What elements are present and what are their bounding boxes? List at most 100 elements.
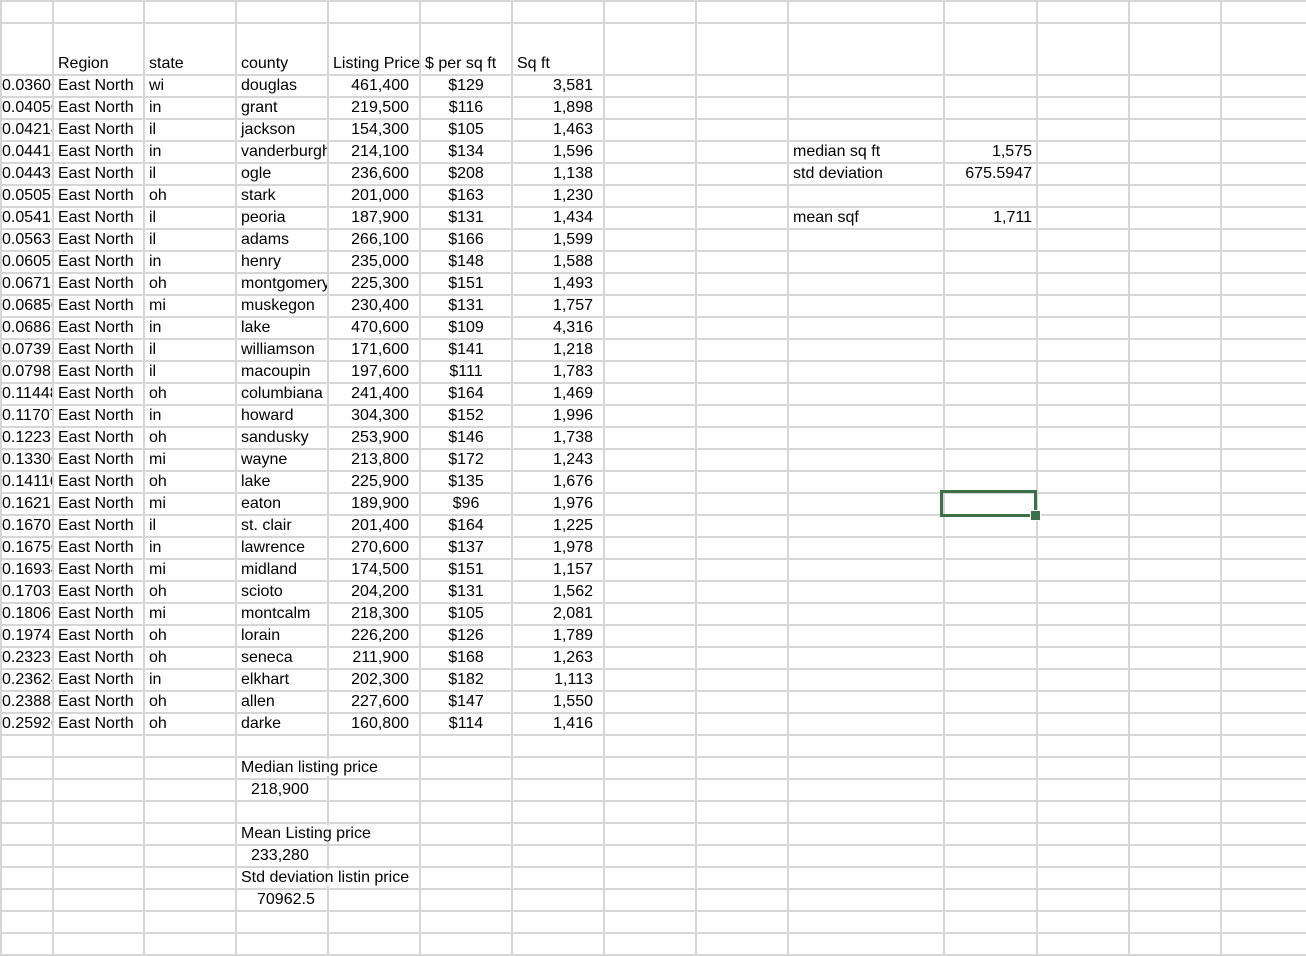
- cell-h[interactable]: [603, 404, 697, 428]
- cell-b[interactable]: East North: [52, 404, 145, 428]
- cell-f[interactable]: $172: [419, 448, 513, 472]
- cell-n[interactable]: [1220, 140, 1306, 164]
- cell-n[interactable]: [1220, 822, 1306, 846]
- cell-h[interactable]: [603, 294, 697, 318]
- cell-n[interactable]: [1220, 844, 1306, 868]
- cell-c[interactable]: [143, 888, 237, 912]
- cell-m[interactable]: [1128, 492, 1222, 516]
- cell-h[interactable]: [603, 272, 697, 296]
- cell-e[interactable]: 197,600: [327, 360, 421, 384]
- cell-a[interactable]: 0.040505: [0, 96, 54, 120]
- cell-e[interactable]: 270,600: [327, 536, 421, 560]
- cell-k[interactable]: [943, 712, 1038, 736]
- cell-l[interactable]: [1036, 448, 1130, 472]
- cell-g[interactable]: 1,218: [511, 338, 605, 362]
- cell-n[interactable]: [1220, 0, 1306, 24]
- cell-e[interactable]: 187,900: [327, 206, 421, 230]
- cell-g[interactable]: 1,138: [511, 162, 605, 186]
- cell-d[interactable]: lawrence: [235, 536, 329, 560]
- cell-l[interactable]: [1036, 162, 1130, 186]
- cell-n[interactable]: [1220, 184, 1306, 208]
- cell-c[interactable]: [143, 866, 237, 890]
- cell-k[interactable]: 675.5947: [943, 162, 1038, 186]
- cell-d[interactable]: peoria: [235, 206, 329, 230]
- cell-h[interactable]: [603, 668, 697, 692]
- cell-e[interactable]: [327, 778, 421, 802]
- cell-g[interactable]: 1,416: [511, 712, 605, 736]
- cell-e[interactable]: 202,300: [327, 668, 421, 692]
- cell-f[interactable]: $109: [419, 316, 513, 340]
- cell-j[interactable]: [787, 558, 945, 582]
- cell-d[interactable]: midland: [235, 558, 329, 582]
- cell-m[interactable]: [1128, 162, 1222, 186]
- cell-m[interactable]: [1128, 888, 1222, 912]
- cell-c[interactable]: mi: [143, 294, 237, 318]
- cell-b[interactable]: East North: [52, 514, 145, 538]
- cell-c[interactable]: oh: [143, 184, 237, 208]
- cell-m[interactable]: [1128, 646, 1222, 670]
- cell-i[interactable]: [695, 360, 789, 384]
- cell-i[interactable]: [695, 470, 789, 494]
- cell-g[interactable]: 1,596: [511, 140, 605, 164]
- cell-b[interactable]: East North: [52, 206, 145, 230]
- cell-l[interactable]: [1036, 602, 1130, 626]
- cell-f[interactable]: $135: [419, 470, 513, 494]
- cell-e[interactable]: 201,000: [327, 184, 421, 208]
- cell-j[interactable]: [787, 338, 945, 362]
- cell-c[interactable]: oh: [143, 690, 237, 714]
- cell-a[interactable]: 0.167078: [0, 514, 54, 538]
- cell-g[interactable]: [511, 800, 605, 824]
- cell-d[interactable]: [235, 910, 329, 934]
- cell-g[interactable]: 1,550: [511, 690, 605, 714]
- cell-a[interactable]: 0.167502: [0, 536, 54, 560]
- cell-j[interactable]: [787, 22, 945, 76]
- cell-h[interactable]: [603, 734, 697, 758]
- cell-h[interactable]: [603, 470, 697, 494]
- cell-a[interactable]: [0, 22, 54, 76]
- cell-m[interactable]: [1128, 844, 1222, 868]
- cell-b[interactable]: East North: [52, 426, 145, 450]
- cell-e[interactable]: 154,300: [327, 118, 421, 142]
- cell-a[interactable]: 0.259208: [0, 712, 54, 736]
- cell-j[interactable]: [787, 866, 945, 890]
- cell-f[interactable]: [419, 0, 513, 24]
- cell-b[interactable]: East North: [52, 360, 145, 384]
- cell-m[interactable]: [1128, 822, 1222, 846]
- cell-n[interactable]: [1220, 448, 1306, 472]
- cell-j[interactable]: [787, 602, 945, 626]
- cell-e[interactable]: 304,300: [327, 404, 421, 428]
- cell-n[interactable]: [1220, 426, 1306, 450]
- cell-f[interactable]: $114: [419, 712, 513, 736]
- cell-g[interactable]: 1,976: [511, 492, 605, 516]
- cell-i[interactable]: [695, 756, 789, 780]
- cell-m[interactable]: [1128, 184, 1222, 208]
- cell-d[interactable]: 233,280: [235, 844, 329, 868]
- cell-a[interactable]: 0.036064: [0, 74, 54, 98]
- cell-f[interactable]: [419, 756, 513, 780]
- cell-m[interactable]: [1128, 800, 1222, 824]
- cell-h[interactable]: [603, 624, 697, 648]
- cell-m[interactable]: [1128, 558, 1222, 582]
- cell-a[interactable]: 0.042147: [0, 118, 54, 142]
- cell-l[interactable]: [1036, 910, 1130, 934]
- cell-e[interactable]: 213,800: [327, 448, 421, 472]
- cell-a[interactable]: 0.044329: [0, 162, 54, 186]
- cell-n[interactable]: [1220, 602, 1306, 626]
- cell-c[interactable]: il: [143, 360, 237, 384]
- cell-n[interactable]: [1220, 382, 1306, 406]
- cell-c[interactable]: [143, 800, 237, 824]
- cell-f[interactable]: $164: [419, 514, 513, 538]
- cell-d[interactable]: muskegon: [235, 294, 329, 318]
- cell-c[interactable]: mi: [143, 558, 237, 582]
- cell-c[interactable]: oh: [143, 272, 237, 296]
- cell-n[interactable]: [1220, 580, 1306, 604]
- cell-f[interactable]: $105: [419, 118, 513, 142]
- cell-g[interactable]: 1,230: [511, 184, 605, 208]
- cell-h[interactable]: [603, 184, 697, 208]
- cell-b[interactable]: East North: [52, 492, 145, 516]
- cell-g[interactable]: 1,676: [511, 470, 605, 494]
- cell-a[interactable]: 0.079811: [0, 360, 54, 384]
- cell-j[interactable]: [787, 910, 945, 934]
- cell-h[interactable]: [603, 910, 697, 934]
- cell-a[interactable]: 0.068611: [0, 316, 54, 340]
